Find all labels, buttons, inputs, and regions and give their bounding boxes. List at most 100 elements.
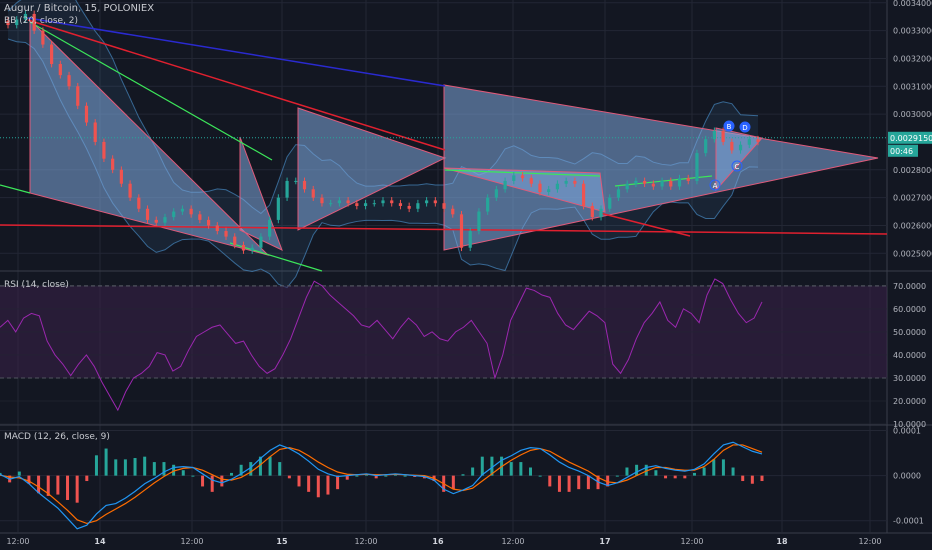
macd-histogram-bar (220, 475, 224, 487)
trend-line-green (29, 21, 273, 161)
macd-histogram-bar (172, 464, 176, 476)
rsi-indicator-label[interactable]: RSI (14, close) (4, 280, 69, 290)
candle-body (643, 180, 647, 184)
macd-histogram-bar (692, 472, 696, 476)
time-axis-label: 18 (776, 537, 788, 546)
candle-body (564, 180, 568, 184)
symbol-name: Augur / Bitcoin (4, 3, 78, 14)
macd-histogram-bar (287, 475, 291, 479)
price-axis-label: 0.00340000 (893, 0, 932, 8)
macd-histogram-bar (162, 462, 166, 476)
candle-body (425, 200, 429, 204)
candle-body (747, 139, 751, 145)
candle-body (433, 200, 437, 204)
candle-body (346, 200, 350, 204)
macd-histogram-bar (731, 467, 735, 476)
macd-histogram-bar (345, 475, 349, 480)
macd-histogram-bar (316, 475, 320, 498)
candle-body (625, 183, 629, 190)
rsi-axis-label: 40.0000 (893, 351, 926, 360)
candle-body (372, 203, 376, 205)
macd-histogram-bar (557, 475, 561, 492)
candle-body (337, 200, 341, 204)
macd-histogram-bar (461, 474, 465, 476)
candle-body (76, 86, 80, 106)
macd-histogram-bar (644, 464, 648, 476)
bb-indicator-label[interactable]: BB (20, close, 2) (4, 16, 79, 26)
candle-body (529, 178, 533, 184)
candle-body (23, 13, 28, 20)
candle-body (520, 175, 525, 179)
candle-body (660, 180, 664, 187)
macd-histogram-bar (721, 459, 725, 476)
candle-body (704, 139, 708, 154)
macd-histogram-bar (201, 475, 205, 487)
macd-histogram-bar (654, 470, 658, 476)
candle-body (555, 183, 560, 190)
candle-body (538, 183, 542, 193)
abcd-point-marker (709, 179, 721, 191)
candle-body (329, 203, 333, 205)
macd-histogram-bar (268, 456, 272, 476)
candle-body (398, 203, 403, 206)
candle-body (459, 214, 464, 248)
macd-histogram-bar (123, 459, 127, 476)
trend-line-green (229, 242, 323, 272)
macd-histogram-bar (538, 475, 542, 477)
interval-label: 15 (84, 3, 98, 14)
candle-body (294, 180, 298, 182)
macd-histogram-bar (374, 475, 378, 479)
candle-body (581, 183, 586, 206)
macd-histogram-bar (75, 475, 79, 503)
candle-body (189, 208, 193, 215)
candle-body (677, 178, 682, 187)
time-axis-label: 12:00 (680, 537, 703, 546)
macd-histogram-bar (490, 456, 494, 476)
candle-body (416, 203, 420, 209)
candle-body (15, 19, 19, 26)
macd-histogram-bar (37, 475, 41, 494)
macd-axis-label: 0.0001 (893, 427, 921, 436)
candle-body (381, 200, 385, 204)
candle-body (206, 219, 211, 226)
candle-body (730, 141, 734, 151)
candle-body (503, 180, 507, 190)
abcd-point-marker (731, 160, 743, 172)
time-axis-label: 15 (276, 537, 288, 546)
macd-histogram-bar (577, 475, 581, 490)
price-axis-label: 0.00320000 (893, 54, 932, 63)
candle-body (93, 122, 97, 142)
candle-body (215, 225, 219, 232)
candle-body (276, 197, 280, 220)
macd-histogram-bar (413, 475, 417, 477)
candle-body (268, 219, 272, 237)
macd-histogram-bar (750, 475, 754, 484)
rsi-axis-label: 70.0000 (893, 282, 926, 291)
time-axis-label: 12:00 (858, 537, 881, 546)
macd-indicator-label[interactable]: MACD (12, 26, close, 9) (4, 432, 110, 442)
macd-histogram-bar (27, 475, 31, 484)
trend-line-blue (27, 17, 446, 87)
candle-body (494, 189, 498, 198)
macd-histogram-bar (181, 470, 185, 476)
candle-body (756, 139, 760, 142)
macd-histogram-bar (635, 464, 639, 476)
macd-histogram-bar (403, 475, 407, 477)
macd-histogram-bar (17, 471, 21, 476)
macd-histogram-bar (741, 475, 745, 482)
macd-histogram-bar (297, 475, 301, 487)
time-axis-label: 12:00 (354, 537, 377, 546)
candle-body (390, 200, 394, 204)
macd-histogram-bar (94, 455, 98, 476)
candle-body (285, 180, 289, 198)
candle-body (311, 189, 315, 198)
macd-histogram-bar (210, 475, 214, 492)
macd-histogram-bar (278, 462, 282, 476)
macd-histogram-bar (66, 475, 70, 500)
macd-histogram-bar (143, 456, 147, 476)
trend-line-red (599, 212, 691, 237)
rsi-axis-label: 10.0000 (893, 420, 926, 429)
macd-histogram-bar (307, 475, 311, 492)
bb-price-tag (888, 144, 918, 157)
